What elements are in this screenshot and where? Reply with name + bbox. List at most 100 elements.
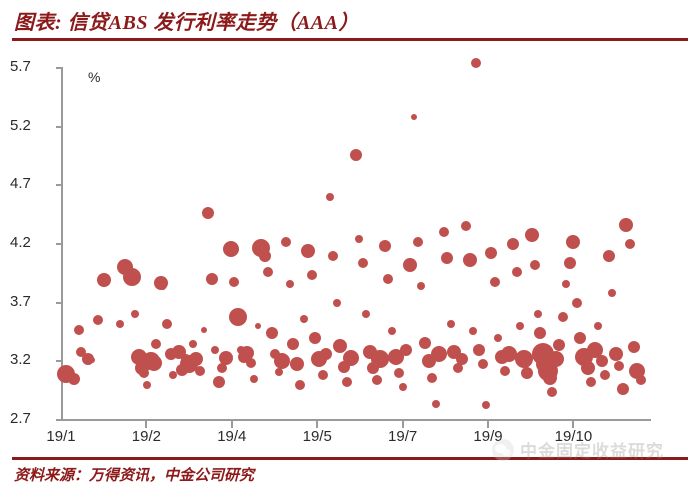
data-point [222,240,239,257]
data-point [280,236,291,247]
data-point [73,324,84,335]
x-axis-tick [316,421,319,428]
data-point [357,257,368,268]
data-point [547,386,558,397]
page-title: 图表: 信贷ABS 发行利率走势（AAA） [14,12,359,34]
data-point [469,326,478,335]
data-point [195,365,205,376]
data-point [516,322,525,331]
data-point [608,347,623,362]
data-point [507,238,520,250]
data-point [494,333,503,342]
data-point [398,383,407,392]
data-point [547,350,564,367]
data-point [355,235,364,244]
title-bar: 图表: 信贷ABS 发行利率走势（AAA） [0,0,700,42]
y-axis-tick-label: 2.7 [10,410,31,427]
data-point [306,269,317,280]
y-axis-tick-label: 5.7 [10,58,31,75]
data-point [309,331,322,344]
data-point [122,267,141,286]
data-point [205,273,218,286]
plot-area [56,58,650,420]
data-point [228,307,247,326]
y-axis-tick [56,67,63,69]
data-point [446,319,455,328]
y-axis-tick-label: 5.2 [10,116,31,134]
data-point [371,349,390,368]
data-point [217,363,228,374]
data-point [431,346,448,363]
x-axis-tick [401,421,404,428]
data-point [614,361,625,372]
data-point [301,244,316,259]
data-point [142,380,151,389]
x-axis-tick [145,421,148,428]
data-point [511,267,522,278]
data-point [160,284,167,291]
data-point [470,58,481,69]
data-point [500,365,511,376]
data-point [274,367,283,376]
data-point [586,341,603,358]
data-point [320,348,333,361]
data-point [571,297,582,308]
data-point [254,323,261,330]
data-point [189,351,204,366]
footer-divider [12,457,688,460]
y-axis-tick [56,184,63,187]
data-point [534,310,543,319]
data-point [563,256,576,269]
data-point [595,355,608,368]
data-point [594,322,603,331]
data-point [333,339,348,354]
data-point [529,260,540,271]
x-axis-tick-label: 19/1 [46,428,76,445]
data-point [250,374,259,383]
data-point [289,356,304,371]
data-point [553,338,566,351]
data-point [608,289,617,298]
data-point [188,339,197,348]
data-point [629,362,646,379]
x-axis-tick-label: 19/5 [302,428,332,445]
x-axis-tick-label: 19/9 [473,428,503,445]
data-point [240,346,255,361]
data-point [600,370,611,381]
data-point [482,400,491,409]
data-point [619,218,634,233]
data-point [245,357,256,368]
data-point [342,377,353,388]
data-point [162,318,173,329]
data-point [274,353,291,370]
data-point [534,327,547,340]
y-axis-tick-label: 4.2 [10,234,31,251]
data-point [438,227,449,238]
data-point [455,352,468,365]
data-point [270,349,281,360]
data-point [211,345,220,354]
x-axis-line [61,419,651,421]
data-point [477,358,488,369]
y-axis-tick-label: 3.2 [10,351,31,369]
data-point [411,114,418,121]
data-point [287,337,300,350]
data-point [342,349,359,366]
data-point [295,379,306,390]
data-point [624,239,635,249]
data-point [371,375,382,386]
x-axis-tick [230,421,233,428]
data-point [602,249,615,262]
data-point [580,361,595,376]
data-point [461,221,472,232]
data-point [394,368,405,379]
x-axis-tick-label: 19/7 [388,428,418,445]
data-point [417,282,426,291]
x-axis-tick-label: 19/2 [131,428,161,445]
data-point [402,258,417,273]
data-point [484,247,497,260]
data-point [412,236,423,247]
data-point [285,279,294,288]
data-point [525,227,540,242]
data-point [67,372,80,385]
